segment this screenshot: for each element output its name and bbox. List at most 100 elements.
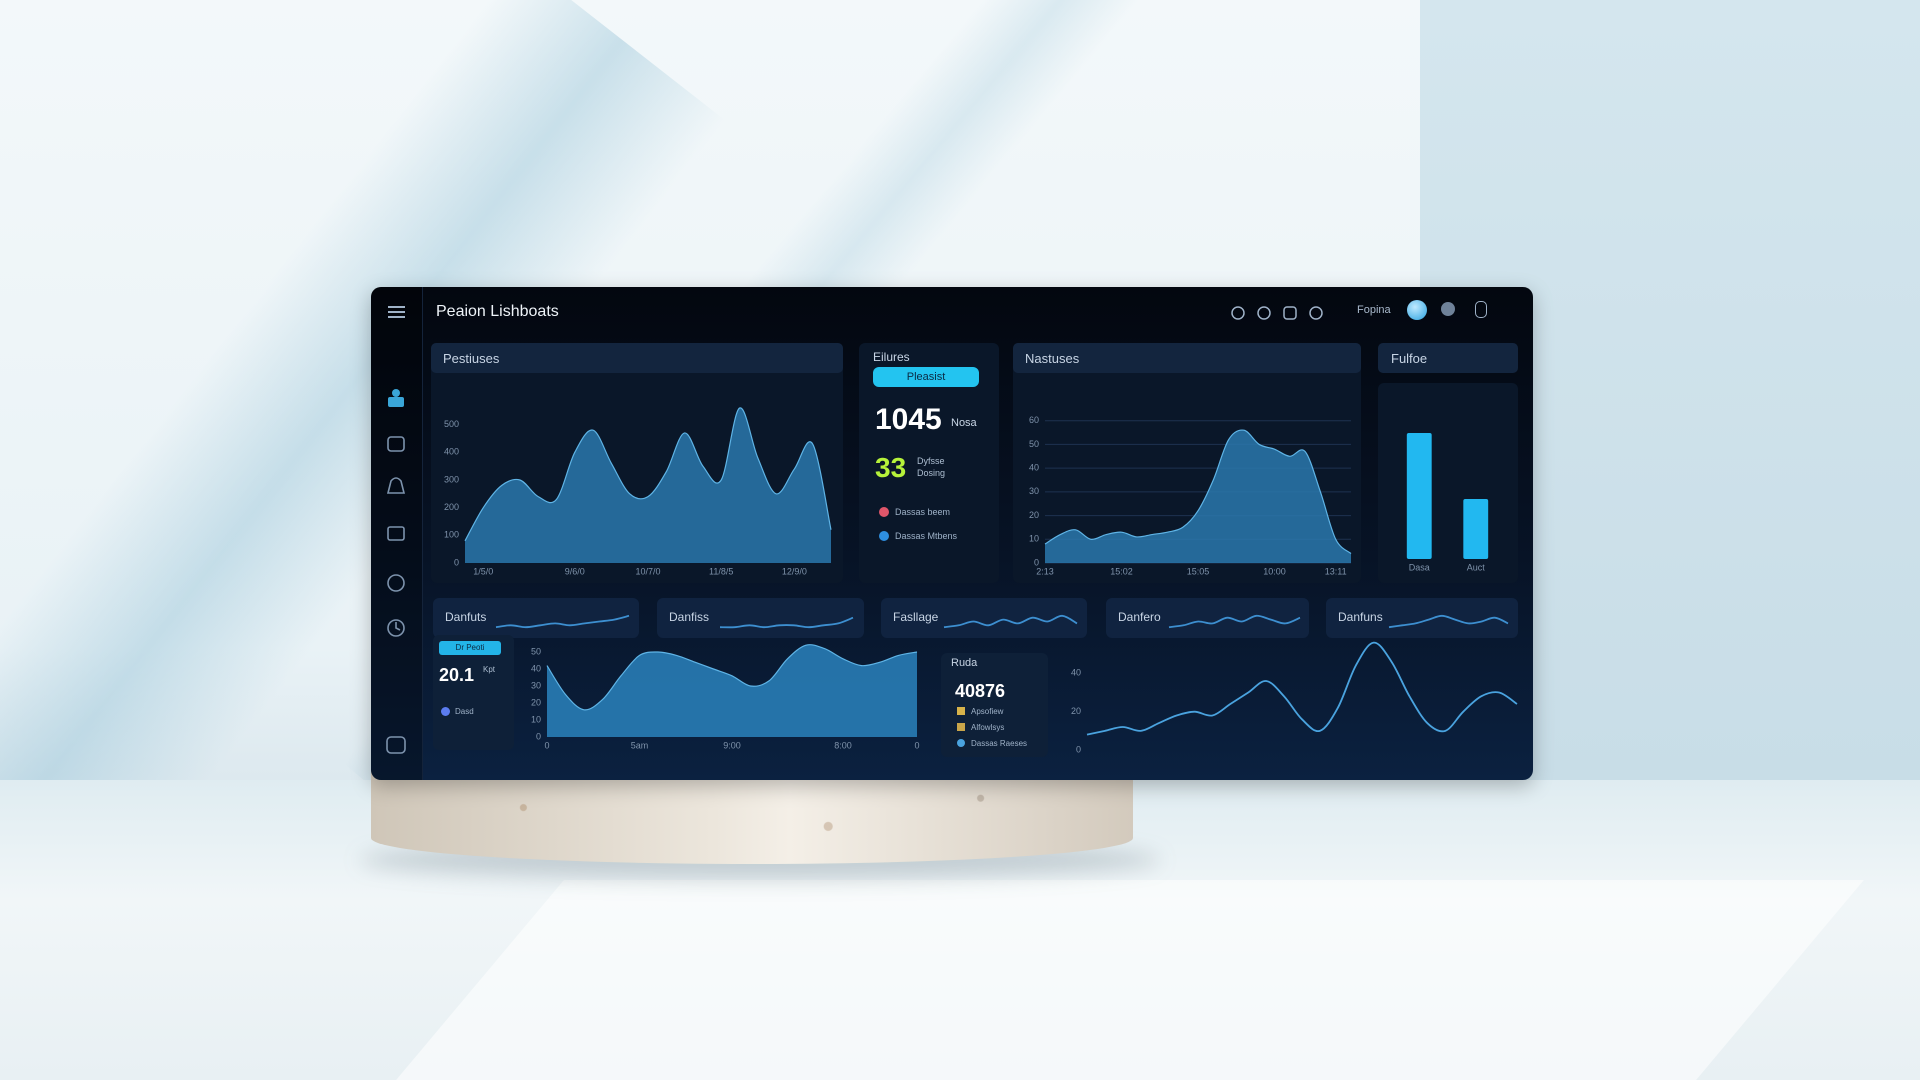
x-tick-label: 9:00	[723, 740, 741, 750]
panel-title: Pestiuses	[443, 351, 500, 366]
header-icon[interactable]	[1475, 301, 1487, 318]
button[interactable]: Pleasist	[873, 367, 979, 387]
panel: Pestiuses 0 100 200 300 400 500 1/5/0 9/6/0 10/7…	[431, 343, 843, 583]
y-tick-label: 30	[1029, 486, 1039, 496]
card-title: Danfiss	[669, 610, 710, 624]
x-tick-label: 8:00	[834, 740, 852, 750]
bar	[1463, 499, 1489, 559]
menu-icon[interactable]	[388, 306, 405, 318]
nav-icon[interactable]	[386, 477, 406, 494]
area-line	[464, 407, 832, 542]
card[interactable]: Danfero	[1106, 598, 1309, 638]
card: Ruda 40876 Apsofiew Alfowlsys Dassas Rae…	[941, 653, 1048, 757]
y-tick-label: 20	[1071, 706, 1081, 716]
y-tick-label: 0	[454, 557, 459, 567]
y-tick-label: 40	[531, 663, 541, 673]
card-title: Danfuts	[445, 610, 487, 624]
second-label: Dyfsse	[917, 456, 945, 466]
card-title: Fasllage	[893, 610, 939, 624]
card[interactable]: Danfuts	[433, 598, 639, 638]
avatar[interactable]	[1407, 300, 1427, 320]
area	[547, 644, 917, 737]
big-number: 1045	[875, 403, 942, 436]
nav-icon[interactable]	[388, 397, 404, 407]
nav-icon[interactable]	[386, 736, 406, 754]
sparkline	[1168, 614, 1301, 629]
line	[719, 616, 854, 629]
sidebar	[371, 287, 423, 780]
header-icon[interactable]	[1441, 302, 1455, 316]
second-label: Dosing	[917, 468, 946, 478]
x-tick-label: 10:00	[1263, 566, 1286, 576]
nav-icon[interactable]	[387, 526, 405, 541]
legend-label: Alfowlsys	[971, 723, 1005, 732]
card[interactable]: Danfuns	[1326, 598, 1518, 638]
panel-header	[431, 343, 843, 373]
y-tick-label: 500	[444, 419, 459, 429]
y-tick-label: 400	[444, 447, 459, 457]
y-tick-label: 40	[1029, 463, 1039, 473]
stats-panel: Eilures Pleasist 1045 Nosa 33 Dyfsse Dos…	[859, 343, 999, 583]
card[interactable]: Fasllage	[881, 598, 1087, 638]
legend-label: Dassas beem	[895, 507, 951, 517]
header-icon[interactable]	[1283, 306, 1297, 320]
y-tick-label: 50	[531, 646, 541, 656]
y-tick-label: 50	[1029, 439, 1039, 449]
header-icon[interactable]	[1257, 306, 1271, 320]
legend-dot	[957, 723, 965, 731]
second-number: 33	[875, 452, 907, 483]
line	[495, 614, 630, 629]
big-unit: Nosa	[951, 417, 977, 429]
x-tick-label: 10/7/0	[635, 566, 660, 576]
x-tick-label: 13:11	[1325, 566, 1347, 576]
x-tick-label: 15:05	[1187, 566, 1210, 576]
chart: 0 100 200 300 400 500 1/5/0 9/6/0 10/7/0 11/8/5 12…	[444, 407, 832, 576]
x-tick-label: 2:13	[1036, 566, 1054, 576]
card-value: 40876	[955, 681, 1006, 701]
area-line	[1044, 429, 1352, 554]
nav-icon[interactable]	[387, 619, 405, 637]
legend-label: Dasd	[455, 707, 474, 716]
x-tick-label: 9/6/0	[565, 566, 585, 576]
header-icon[interactable]	[1231, 306, 1245, 320]
area	[465, 407, 831, 563]
chart: 0 20 40	[1071, 641, 1518, 753]
header-icon[interactable]	[1309, 306, 1323, 320]
nav-icon[interactable]	[395, 622, 401, 631]
legend-dot	[957, 707, 965, 715]
nav-icon[interactable]	[387, 436, 405, 452]
line	[1086, 641, 1518, 736]
legend-dot	[879, 531, 889, 541]
legend-dot	[879, 507, 889, 517]
panel-header	[1013, 343, 1361, 373]
card[interactable]: Danfiss	[657, 598, 864, 638]
line	[1388, 614, 1509, 629]
y-tick-label: 0	[1076, 744, 1081, 753]
x-tick-label: 0	[544, 740, 549, 750]
x-tick-label: 5am	[631, 740, 649, 750]
sparkline	[943, 614, 1078, 629]
chart: Dasa Auct	[1406, 433, 1489, 572]
badge: Dr Peoti	[439, 641, 501, 655]
x-tick-label: 11/8/5	[709, 566, 733, 576]
y-tick-label: 10	[1029, 534, 1039, 544]
area-line	[546, 644, 918, 711]
card-value: 20.1	[439, 665, 475, 685]
y-tick-label: 10	[531, 714, 541, 724]
y-tick-label: 100	[444, 530, 459, 540]
panel-header	[1378, 343, 1518, 373]
user-name[interactable]: Fopina	[1357, 304, 1391, 316]
nav-icon[interactable]	[392, 389, 400, 397]
card-title: Danfuns	[1338, 610, 1383, 624]
line	[943, 614, 1078, 629]
card: Dr Peoti 20.1 Kpt Dasd	[433, 635, 514, 750]
nav-icon[interactable]	[387, 574, 405, 592]
y-tick-label: 20	[531, 697, 541, 707]
y-tick-label: 30	[531, 680, 541, 690]
panel: Dasa Auct	[1378, 383, 1518, 583]
y-tick-label: 20	[1029, 510, 1039, 520]
legend-dot	[441, 707, 450, 716]
legend-label: Apsofiew	[971, 707, 1004, 716]
